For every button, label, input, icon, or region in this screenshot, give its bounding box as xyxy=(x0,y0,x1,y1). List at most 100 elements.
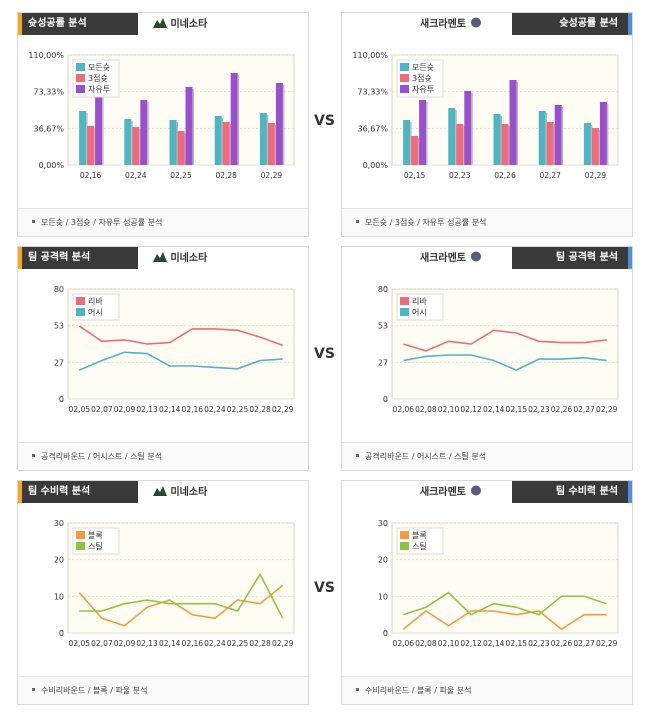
team-label: 미네소타 xyxy=(170,487,208,498)
bar xyxy=(591,128,599,165)
header-accent xyxy=(18,481,22,503)
x-tick-label: 02,27 xyxy=(539,171,561,180)
x-tick-label: 02,23 xyxy=(528,639,550,648)
series-line xyxy=(79,572,284,619)
x-tick-label: 02,08 xyxy=(415,639,437,648)
series-line xyxy=(78,325,283,347)
x-tick-label: 02,13 xyxy=(136,639,158,648)
legend-swatch xyxy=(400,297,409,305)
bar xyxy=(448,108,456,165)
x-tick-label: 02,29 xyxy=(596,639,618,648)
bar-shadow xyxy=(553,124,556,165)
panel-shooting-left: 슛성공률 분석 미네소타 0,00% 36,67% 73,33% 110,00% 02,… xyxy=(17,12,309,237)
legend-label: 리바 xyxy=(88,296,103,306)
x-tick-label: 02,16 xyxy=(80,171,102,180)
x-tick-label: 02,15 xyxy=(404,171,426,180)
shooting-bar-chart: 0,00% 36,67% 73,33% 110,00% 02,16 02,24 02,25 0… xyxy=(28,51,295,180)
bar xyxy=(177,131,185,165)
bar xyxy=(403,120,411,165)
x-tick-label: 02,28 xyxy=(249,639,271,648)
header-accent xyxy=(628,13,632,35)
bar xyxy=(87,126,95,165)
y-tick-label: 0 xyxy=(383,395,388,404)
y-tick-label: 110,00% xyxy=(28,51,64,60)
y-tick-label: 80 xyxy=(54,285,64,294)
bar xyxy=(493,114,501,165)
team-logo-icon xyxy=(469,17,483,28)
vs-label: VS xyxy=(314,346,335,362)
y-tick-label: 27 xyxy=(54,358,64,367)
bar xyxy=(169,120,177,165)
header-accent xyxy=(18,13,22,35)
panel-footer: 모든슛 / 3점슛 / 자유투 성공률 분석 xyxy=(342,208,632,236)
legend-swatch xyxy=(76,85,85,93)
legend-swatch xyxy=(76,297,85,305)
series-line xyxy=(78,351,283,371)
team-label: 새크라멘토 xyxy=(420,19,466,30)
legend-label: 어시 xyxy=(412,307,427,317)
legend-swatch xyxy=(400,542,409,550)
bar xyxy=(275,83,283,165)
team-logo-icon xyxy=(153,17,167,28)
x-tick-label: 02,23 xyxy=(449,171,471,180)
x-tick-label: 02,07 xyxy=(91,405,113,414)
team-name-sacramento: 새크라멘토 xyxy=(420,17,483,32)
x-tick-label: 02,14 xyxy=(159,405,181,414)
y-tick-label: 73,33% xyxy=(357,88,388,97)
y-tick-label: 0,00% xyxy=(363,161,389,170)
x-tick-label: 02,12 xyxy=(460,405,482,414)
y-tick-label: 0,00% xyxy=(39,161,65,170)
legend-swatch xyxy=(76,308,85,316)
legend-label: 리바 xyxy=(412,296,427,306)
series-line xyxy=(78,584,284,627)
y-tick-label: 30 xyxy=(54,519,64,528)
bar xyxy=(267,123,275,165)
bar-shadow xyxy=(94,128,96,165)
bar-shadow xyxy=(471,93,473,165)
legend-label: 자유투 xyxy=(412,85,434,94)
team-logo-icon xyxy=(153,251,167,262)
bar xyxy=(583,123,591,165)
legend-swatch xyxy=(76,74,85,82)
vs-label: VS xyxy=(314,113,335,129)
x-tick-label: 02,15 xyxy=(506,405,528,414)
x-tick-label: 02,28 xyxy=(215,171,237,180)
bar xyxy=(419,100,427,165)
team-name-minnesota: 미네소타 xyxy=(153,251,207,266)
y-tick-label: 20 xyxy=(378,556,388,565)
panel-footer: 수비리바운드 / 블록 / 파울 분석 xyxy=(342,676,632,704)
panel-header-title: 팀 공격력 분석 xyxy=(512,247,628,269)
shooting-bar-chart: 0,00% 36,67% 73,33% 110,00% 02,15 02,23 02,26 0… xyxy=(352,51,619,180)
team-logo-icon xyxy=(153,485,167,496)
bar-shadow xyxy=(229,124,232,165)
legend-label: 모든슛 xyxy=(88,63,110,72)
panel-header-title: 팀 수비력 분석 xyxy=(512,481,628,503)
bar xyxy=(546,122,554,165)
x-tick-label: 02,26 xyxy=(551,639,573,648)
x-tick-label: 02,29 xyxy=(272,639,294,648)
x-tick-label: 02,12 xyxy=(460,639,482,648)
team-name-sacramento: 새크라멘토 xyxy=(420,485,483,500)
bar-shadow xyxy=(282,85,285,165)
bar-shadow xyxy=(418,138,420,165)
x-tick-label: 02,29 xyxy=(261,171,283,180)
bar-shadow xyxy=(266,115,269,165)
bar-shadow xyxy=(500,116,502,165)
bar-shadow xyxy=(463,126,465,165)
bar-shadow xyxy=(221,118,224,165)
bar xyxy=(501,124,509,165)
panel-footer: 공격리바운드 / 어시스트 / 스틸 분석 xyxy=(342,442,632,470)
panel-defense-left: 팀 수비력 분석 미네소타 0 10 20 30 02,05 02,07 02,09 02,1… xyxy=(17,480,309,705)
panel-footer: 공격리바운드 / 어시스트 / 스틸 분석 xyxy=(18,442,308,470)
panel-header-title: 팀 공격력 분석 xyxy=(22,247,138,269)
x-tick-label: 02,27 xyxy=(573,639,595,648)
bar xyxy=(132,127,140,165)
bar-shadow xyxy=(508,126,510,165)
bar-shadow xyxy=(237,75,240,165)
